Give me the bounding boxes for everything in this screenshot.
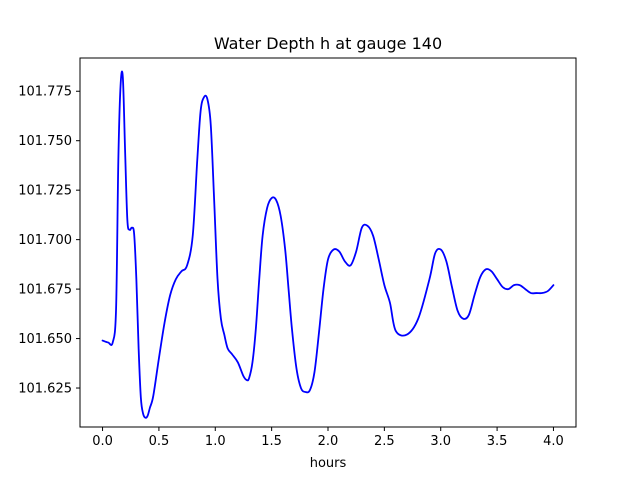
x-tick-label: 4.0 [543,434,564,449]
series-line [101,70,555,419]
x-tick-label: 1.5 [261,434,282,449]
y-tick-label: 101.775 [18,85,72,100]
axes-frame [79,57,577,428]
y-axis: 101.625 101.650 101.675 101.700 101.725 101.7… [18,85,80,397]
y-tick-label: 101.700 [18,233,72,248]
y-tick-label: 101.625 [18,382,72,397]
y-tick-label: 101.725 [18,184,72,199]
x-axis: 0.0 0.5 1.0 1.5 2.0 2.5 3.0 3.5 4.0 [92,427,564,449]
x-tick-label: 3.5 [487,434,508,449]
x-tick-label: 0.5 [149,434,170,449]
x-tick-label: 1.0 [205,434,226,449]
x-tick-label: 0.0 [92,434,113,449]
x-tick-label: 2.0 [318,434,339,449]
y-tick-label: 101.675 [18,283,72,298]
x-axis-label: hours [310,456,347,471]
y-tick-label: 101.650 [18,332,72,347]
y-tick-label: 101.750 [18,134,72,149]
plot-area [101,70,555,419]
x-tick-label: 3.0 [430,434,451,449]
chart-title: Water Depth h at gauge 140 [214,34,442,53]
x-tick-label: 2.5 [374,434,395,449]
